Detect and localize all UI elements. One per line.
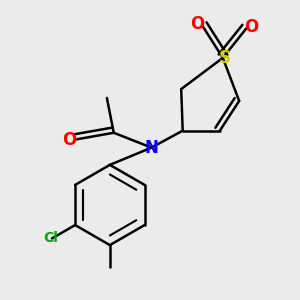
Text: O: O (190, 15, 205, 33)
Text: S: S (218, 49, 230, 67)
Text: O: O (244, 18, 258, 36)
Text: N: N (145, 139, 158, 157)
Text: Cl: Cl (43, 231, 58, 245)
Text: O: O (63, 130, 77, 148)
